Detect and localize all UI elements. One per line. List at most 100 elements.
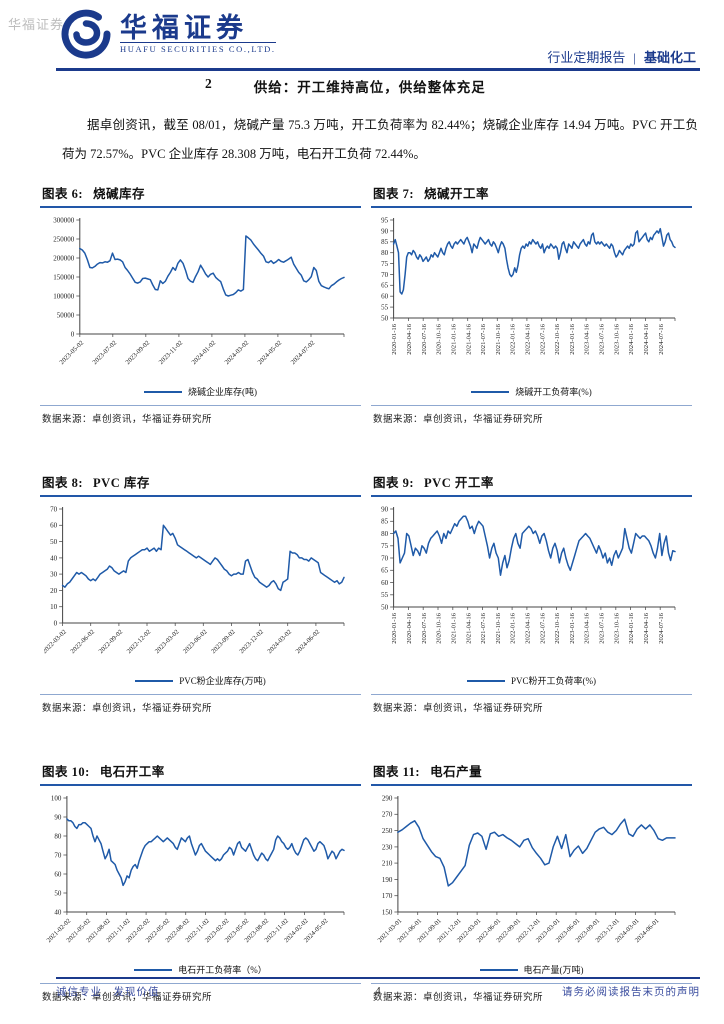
svg-text:2024-01-02: 2024-01-02 [191,339,218,366]
svg-text:60: 60 [50,522,58,530]
svg-text:2023-04-16: 2023-04-16 [584,612,591,643]
footer-disclaimer: 请务必阅读报告末页的声明 [562,987,700,998]
svg-text:40: 40 [50,554,58,562]
svg-text:290: 290 [382,794,393,802]
page-number: 4 [375,986,381,997]
svg-text:2021-10-16: 2021-10-16 [495,323,502,354]
svg-text:2020-10-16: 2020-10-16 [436,612,443,643]
figure-10-title: 图表 10: 电石开工率 [42,765,165,779]
svg-text:95: 95 [381,216,389,224]
svg-text:2022-12-02: 2022-12-02 [126,628,153,655]
figure-8-legend: PVC粉企业库存(万吨) [40,674,361,687]
svg-text:10: 10 [50,603,58,611]
figure-9-card: 图表 9: PVC 开工率 50 55 60 65 70 75 80 85 90 2020-01-1… [371,471,692,714]
svg-text:2023-07-16: 2023-07-16 [599,323,606,354]
svg-text:2024-04-16: 2024-04-16 [643,323,650,354]
figure-8-source: 数据来源：卓创资讯，华福证券研究所 [42,704,213,714]
svg-text:30: 30 [50,571,58,579]
svg-text:2022-07-16: 2022-07-16 [539,612,546,643]
page-footer: 诚信专业 发现价值 4 请务必阅读报告末页的声明 [56,984,700,999]
figure-7-card: 图表 7: 烧碱开工率 50 55 60 65 70 75 80 85 90 95 2020-01-1… [371,182,692,425]
logo-chinese-name: 华福证券 [120,12,248,43]
report-header: 华福证券 HUAFU SECURITIES CO.,LTD. 行业定期报告 | 基础… [60,8,698,68]
svg-text:85: 85 [381,518,389,526]
svg-text:2020-04-16: 2020-04-16 [406,323,413,354]
svg-text:90: 90 [381,505,389,513]
figure-title-rule [40,495,361,497]
svg-text:2024-07-16: 2024-07-16 [658,323,665,354]
svg-text:2022-04-16: 2022-04-16 [525,612,532,643]
svg-text:2024-01-16: 2024-01-16 [628,323,635,354]
figure-11-card: 图表 11: 电石产量 150 170 190 210 230 250 270 290 2021-… [371,760,692,1003]
svg-text:2023-10-16: 2023-10-16 [613,612,620,643]
figure-7-line-chart: 50 55 60 65 70 75 80 85 90 95 2020-01-16 2020-04-16… [371,212,692,385]
svg-text:100000: 100000 [53,292,75,300]
huafu-swirl-logo-icon [60,8,112,60]
section-title: 供给：开工维持高位，供给整体充足 [253,80,486,95]
svg-text:2023-09-02: 2023-09-02 [124,339,151,366]
svg-text:2023-05-02: 2023-05-02 [58,339,85,366]
svg-text:150000: 150000 [53,273,75,281]
svg-text:75: 75 [381,542,389,550]
svg-text:230: 230 [382,843,393,851]
figure-title-rule [40,784,361,786]
svg-text:2023-07-02: 2023-07-02 [91,339,118,366]
svg-text:70: 70 [54,851,62,859]
legend-line-sample [135,679,174,682]
svg-text:50: 50 [381,314,389,322]
svg-text:70: 70 [381,554,389,562]
report-type-label: 行业定期报告 [547,50,626,65]
industry-label: 基础化工 [643,50,696,65]
figure-11-source: 数据来源：卓创资讯，华福证券研究所 [373,993,544,1003]
figure-11-title: 图表 11: 电石产量 [373,765,483,779]
svg-text:2024-01-16: 2024-01-16 [628,612,635,643]
svg-text:85: 85 [381,238,389,246]
svg-text:2023-09-02: 2023-09-02 [210,628,237,655]
svg-text:60: 60 [381,579,389,587]
svg-text:2023-11-02: 2023-11-02 [158,339,185,366]
svg-text:2020-10-16: 2020-10-16 [436,323,443,354]
figure-6-legend: 烧碱企业库存(吨) [40,385,361,398]
svg-text:50000: 50000 [57,311,75,319]
figure-11-legend: 电石产量(万吨) [371,963,692,976]
svg-text:2023-10-16: 2023-10-16 [613,323,620,354]
svg-text:40: 40 [54,908,62,916]
svg-text:2023-07-16: 2023-07-16 [599,612,606,643]
section-heading: 2 供给：开工维持高位，供给整体充足 [60,76,698,96]
svg-text:2024-07-02: 2024-07-02 [290,339,317,366]
svg-text:50: 50 [381,603,389,611]
svg-text:2022-04-16: 2022-04-16 [525,323,532,354]
figure-10-legend: 电石开工负荷率（%） [40,963,361,976]
svg-text:100: 100 [51,794,62,802]
header-divider-line [56,68,700,71]
svg-text:2023-12-02: 2023-12-02 [238,628,265,655]
figure-9-line-chart: 50 55 60 65 70 75 80 85 90 2020-01-16 2020-04-16 20… [371,501,692,674]
figure-6-line-chart: 0 50000 100000 150000 200000 250000 300000 2023… [40,212,361,385]
figure-7-legend: 烧碱开工负荷率(%) [371,385,692,398]
svg-text:2022-10-16: 2022-10-16 [554,323,561,354]
svg-text:2021-01-16: 2021-01-16 [450,323,457,354]
svg-text:2022-03-02: 2022-03-02 [44,628,68,655]
figure-8-card: 图表 8: PVC 库存 0 10 20 30 40 50 60 70 2022-03-02 202… [40,471,361,714]
figure-7-source: 数据来源：卓创资讯，华福证券研究所 [373,415,544,425]
svg-text:65: 65 [381,282,389,290]
svg-text:70: 70 [50,505,58,513]
svg-text:0: 0 [71,330,75,338]
svg-text:2020-01-16: 2020-01-16 [391,612,398,643]
svg-text:2020-07-16: 2020-07-16 [421,612,428,643]
figure-source-rule [371,405,692,406]
legend-line-sample [134,968,173,971]
svg-text:2024-05-02: 2024-05-02 [257,339,284,366]
svg-text:2023-01-16: 2023-01-16 [569,612,576,643]
svg-text:60: 60 [381,293,389,301]
svg-text:150: 150 [382,908,393,916]
svg-text:270: 270 [382,811,393,819]
svg-text:200000: 200000 [53,254,75,262]
figure-9-legend: PVC粉开工负荷率(%) [371,674,692,687]
figure-6-card: 图表 6: 烧碱库存 0 50000 100000 150000 200000 250000… [40,182,361,425]
body-paragraph: 据卓创资讯，截至 08/01，烧碱产量 75.3 万吨，开工负荷率为 82.44… [62,117,698,161]
svg-text:2023-03-02: 2023-03-02 [154,628,181,655]
figure-10-source: 数据来源：卓创资讯，华福证券研究所 [42,993,213,1003]
svg-text:2021-07-16: 2021-07-16 [480,612,487,643]
figure-10-card: 图表 10: 电石开工率 40 50 60 70 80 90 100 2021-02-02 202… [40,760,361,1003]
